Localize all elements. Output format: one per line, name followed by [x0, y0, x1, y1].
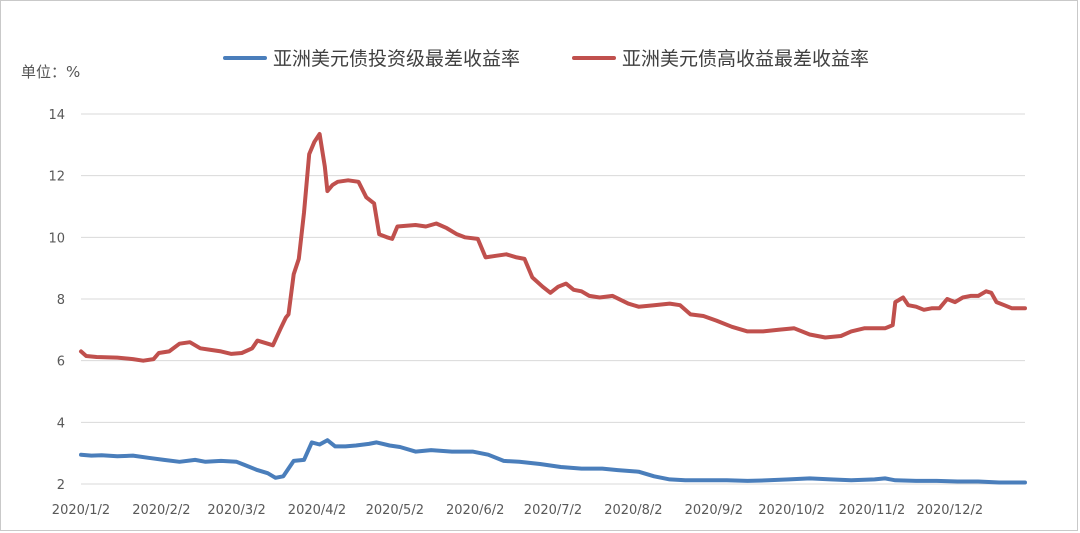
y-tick-label: 4 [57, 416, 65, 431]
y-tick-label: 8 [57, 293, 65, 308]
y-tick-label: 14 [48, 108, 65, 123]
legend-item-high-yield: 亚洲美元债高收益最差收益率 [572, 44, 869, 71]
y-tick-label: 10 [48, 231, 65, 246]
y-tick-label: 12 [48, 170, 65, 185]
x-tick-label: 2020/4/2 [288, 503, 346, 518]
x-tick-label: 2020/9/2 [685, 503, 743, 518]
legend-item-investment-grade: 亚洲美元债投资级最差收益率 [223, 44, 520, 71]
x-tick-label: 2020/6/2 [446, 503, 504, 518]
x-tick-label: 2020/8/2 [604, 503, 662, 518]
unit-label: 单位：% [21, 63, 81, 81]
series-line-investment-grade [79, 438, 1027, 485]
chart-legend: 亚洲美元债投资级最差收益率 亚洲美元债高收益最差收益率 [223, 44, 921, 71]
x-tick-label: 2020/7/2 [524, 503, 582, 518]
x-tick-label: 2020/3/2 [207, 503, 265, 518]
x-tick-label: 2020/2/2 [132, 503, 190, 518]
x-tick-label: 2020/1/2 [52, 503, 110, 518]
y-tick-label: 6 [57, 355, 65, 370]
legend-label-investment-grade: 亚洲美元债投资级最差收益率 [273, 48, 521, 70]
x-tick-label: 2020/5/2 [366, 503, 424, 518]
x-tick-label: 2020/11/2 [839, 503, 906, 518]
x-tick-label: 2020/12/2 [916, 503, 983, 518]
legend-swatch-high-yield [572, 55, 617, 60]
y-tick-label: 2 [57, 478, 65, 493]
x-tick-label: 2020/10/2 [758, 503, 825, 518]
legend-swatch-investment-grade [223, 55, 267, 60]
legend-label-high-yield: 亚洲美元债高收益最差收益率 [622, 48, 870, 70]
series-line-high-yield [79, 132, 1027, 363]
